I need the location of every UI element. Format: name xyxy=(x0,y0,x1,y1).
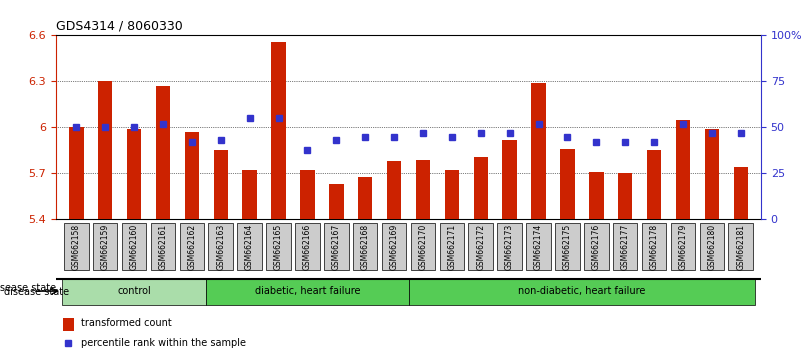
Bar xyxy=(589,172,603,219)
Text: GSM662164: GSM662164 xyxy=(245,224,254,270)
FancyBboxPatch shape xyxy=(151,223,175,270)
Bar xyxy=(531,83,545,219)
Text: GSM662160: GSM662160 xyxy=(130,224,139,270)
Text: transformed count: transformed count xyxy=(81,318,171,329)
Bar xyxy=(705,129,719,219)
Text: GSM662158: GSM662158 xyxy=(72,224,81,270)
Bar xyxy=(647,150,662,219)
Bar xyxy=(329,184,344,219)
FancyBboxPatch shape xyxy=(122,223,147,270)
Bar xyxy=(184,132,199,219)
Text: GSM662181: GSM662181 xyxy=(736,224,745,270)
Bar xyxy=(358,177,372,219)
Bar xyxy=(300,170,315,219)
Text: GSM662162: GSM662162 xyxy=(187,224,196,270)
Bar xyxy=(618,173,633,219)
Bar xyxy=(676,120,690,219)
Bar xyxy=(416,160,430,219)
FancyBboxPatch shape xyxy=(207,279,409,305)
FancyBboxPatch shape xyxy=(440,223,464,270)
Bar xyxy=(69,127,83,219)
FancyBboxPatch shape xyxy=(295,223,320,270)
FancyBboxPatch shape xyxy=(208,223,233,270)
Text: GSM662170: GSM662170 xyxy=(418,224,428,270)
Text: percentile rank within the sample: percentile rank within the sample xyxy=(81,338,246,348)
FancyBboxPatch shape xyxy=(411,223,435,270)
Text: GSM662166: GSM662166 xyxy=(303,224,312,270)
FancyBboxPatch shape xyxy=(409,279,755,305)
FancyBboxPatch shape xyxy=(64,223,89,270)
Text: GDS4314 / 8060330: GDS4314 / 8060330 xyxy=(56,20,183,33)
FancyBboxPatch shape xyxy=(179,223,204,270)
Bar xyxy=(214,150,228,219)
FancyBboxPatch shape xyxy=(353,223,377,270)
Text: GSM662161: GSM662161 xyxy=(159,224,167,270)
Text: GSM662174: GSM662174 xyxy=(534,224,543,270)
Text: GSM662179: GSM662179 xyxy=(678,224,687,270)
FancyBboxPatch shape xyxy=(613,223,638,270)
FancyBboxPatch shape xyxy=(62,279,207,305)
Text: GSM662175: GSM662175 xyxy=(563,224,572,270)
FancyBboxPatch shape xyxy=(699,223,724,270)
FancyBboxPatch shape xyxy=(266,223,291,270)
FancyBboxPatch shape xyxy=(584,223,609,270)
Text: GSM662172: GSM662172 xyxy=(477,224,485,270)
Bar xyxy=(502,140,517,219)
Bar xyxy=(560,149,574,219)
Text: GSM662177: GSM662177 xyxy=(621,224,630,270)
FancyBboxPatch shape xyxy=(642,223,666,270)
Text: GSM662173: GSM662173 xyxy=(505,224,514,270)
FancyBboxPatch shape xyxy=(497,223,522,270)
FancyBboxPatch shape xyxy=(728,223,753,270)
Text: GSM662168: GSM662168 xyxy=(360,224,370,270)
Bar xyxy=(98,81,112,219)
Text: disease state: disease state xyxy=(4,287,69,297)
Text: GSM662167: GSM662167 xyxy=(332,224,340,270)
Bar xyxy=(155,86,170,219)
Text: GSM662165: GSM662165 xyxy=(274,224,283,270)
Text: GSM662159: GSM662159 xyxy=(101,224,110,270)
Text: disease state: disease state xyxy=(0,283,56,293)
Bar xyxy=(272,41,286,219)
Text: GSM662176: GSM662176 xyxy=(592,224,601,270)
Text: GSM662169: GSM662169 xyxy=(389,224,399,270)
Text: GSM662171: GSM662171 xyxy=(447,224,457,270)
FancyBboxPatch shape xyxy=(670,223,695,270)
Bar xyxy=(734,167,748,219)
Text: GSM662178: GSM662178 xyxy=(650,224,658,270)
Bar xyxy=(387,161,401,219)
Bar xyxy=(127,129,141,219)
Text: GSM662163: GSM662163 xyxy=(216,224,225,270)
Text: control: control xyxy=(117,286,151,296)
FancyBboxPatch shape xyxy=(555,223,580,270)
FancyBboxPatch shape xyxy=(526,223,551,270)
FancyBboxPatch shape xyxy=(382,223,406,270)
FancyBboxPatch shape xyxy=(237,223,262,270)
Text: diabetic, heart failure: diabetic, heart failure xyxy=(255,286,360,296)
Text: non-diabetic, heart failure: non-diabetic, heart failure xyxy=(518,286,646,296)
Bar xyxy=(63,318,74,331)
Bar xyxy=(243,170,257,219)
Bar xyxy=(445,170,459,219)
FancyBboxPatch shape xyxy=(324,223,348,270)
Text: GSM662180: GSM662180 xyxy=(707,224,716,270)
Bar xyxy=(473,156,488,219)
FancyBboxPatch shape xyxy=(469,223,493,270)
FancyBboxPatch shape xyxy=(93,223,118,270)
